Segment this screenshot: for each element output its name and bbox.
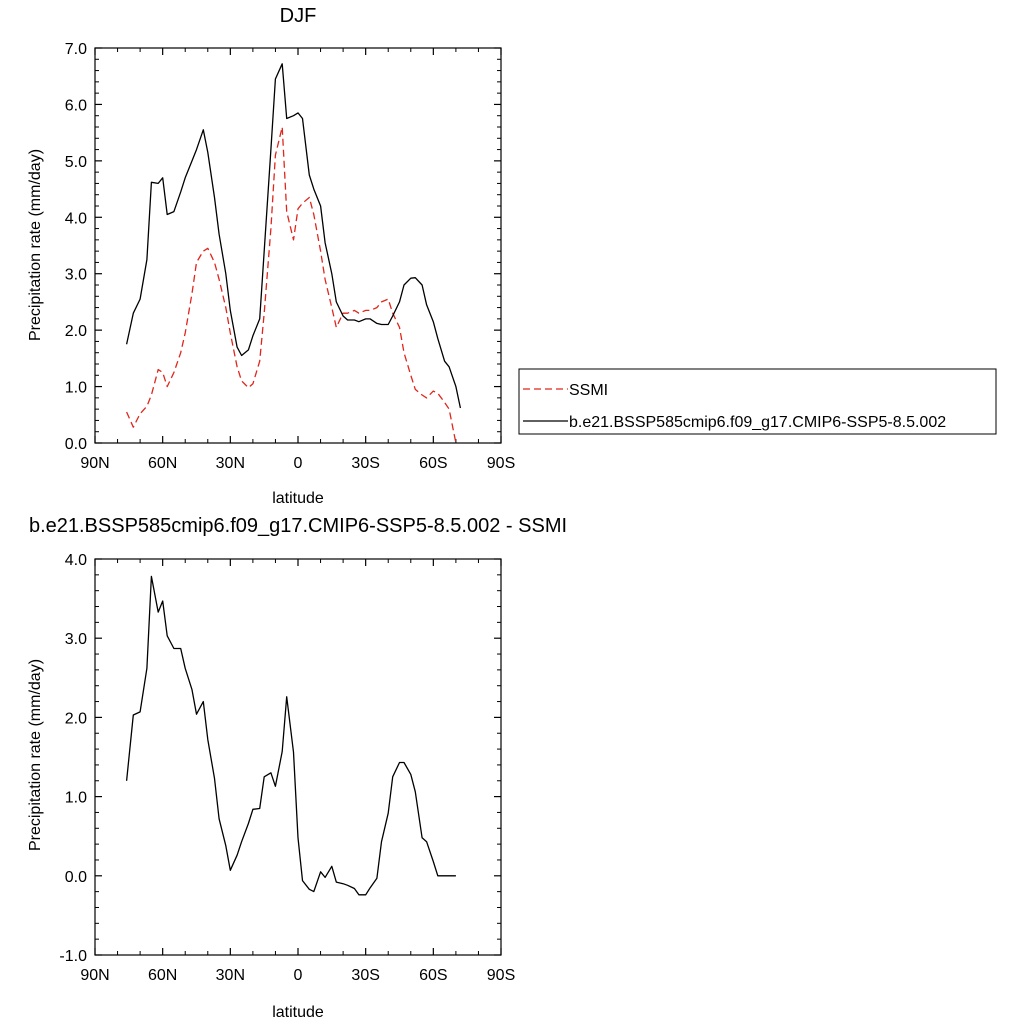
bottom-x-tick-label: 90S bbox=[487, 967, 515, 984]
top-y-tick-label: 6.0 bbox=[65, 97, 87, 114]
top-y-tick-label: 2.0 bbox=[65, 323, 87, 340]
bottom-y-tick-label: 2.0 bbox=[65, 710, 87, 727]
top-axes: 0.0 1.0 2.0 3.0 4.0 5.0 6.0 7.0 90N 60N 30N 0 30S 60S… bbox=[65, 41, 515, 472]
top-y-axis-label: Precipitation rate (mm/day) bbox=[27, 149, 44, 341]
bottom-chart: b.e21.BSSP585cmip6.f09_g17.CMIP6-SSP5-8.… bbox=[27, 515, 567, 1021]
top-x-tick-label: 90N bbox=[80, 455, 109, 472]
top-chart: DJF Precipitation rate (mm/day) latitude… bbox=[27, 5, 515, 507]
top-series-line-model bbox=[125, 63, 462, 409]
bottom-axes: -1.0 0.0 1.0 2.0 3.0 4.0 90N 60N 30N 0 30S 60S 90S bbox=[59, 552, 515, 984]
top-y-tick-label: 0.0 bbox=[65, 436, 87, 453]
top-x-tick-label: 60S bbox=[419, 455, 447, 472]
bottom-y-tick-label: 0.0 bbox=[65, 869, 87, 886]
top-series-line-ssmi bbox=[126, 126, 457, 444]
bottom-x-axis-label: latitude bbox=[272, 1004, 324, 1021]
top-y-tick-label: 7.0 bbox=[65, 41, 87, 58]
top-x-tick-label: 60N bbox=[148, 455, 177, 472]
bottom-y-tick-label: 1.0 bbox=[65, 790, 87, 807]
bottom-x-tick-label: 60N bbox=[148, 967, 177, 984]
legend-box bbox=[518, 368, 997, 435]
bottom-y-axis-label: Precipitation rate (mm/day) bbox=[27, 659, 44, 851]
top-plot-lines bbox=[125, 63, 462, 444]
top-chart-title: DJF bbox=[280, 5, 317, 27]
bottom-y-tick-label: 4.0 bbox=[65, 552, 87, 569]
bottom-plot-lines bbox=[125, 575, 456, 896]
bottom-chart-title: b.e21.BSSP585cmip6.f09_g17.CMIP6-SSP5-8.… bbox=[29, 515, 567, 537]
legend: SSMI b.e21.BSSP585cmip6.f09_g17.CMIP6-SS… bbox=[518, 368, 997, 435]
top-x-tick-label: 0 bbox=[294, 455, 303, 472]
legend-ssmi-label: SSMI bbox=[569, 382, 608, 399]
legend-model-label: b.e21.BSSP585cmip6.f09_g17.CMIP6-SSP5-8.… bbox=[569, 414, 946, 431]
top-x-axis-label: latitude bbox=[272, 490, 324, 507]
top-x-tick-label: 30N bbox=[216, 455, 245, 472]
bottom-x-tick-label: 30S bbox=[351, 967, 379, 984]
bottom-x-tick-label: 0 bbox=[294, 967, 303, 984]
top-x-tick-label: 30S bbox=[351, 455, 379, 472]
bottom-x-tick-label: 90N bbox=[80, 967, 109, 984]
top-y-tick-label: 5.0 bbox=[65, 154, 87, 171]
bottom-y-tick-label: 3.0 bbox=[65, 631, 87, 648]
bottom-x-tick-label: 30N bbox=[216, 967, 245, 984]
bottom-series-line-difference bbox=[125, 575, 456, 896]
bottom-y-tick-label: -1.0 bbox=[59, 948, 87, 965]
top-y-tick-label: 4.0 bbox=[65, 210, 87, 227]
bottom-x-tick-label: 60S bbox=[419, 967, 447, 984]
top-x-tick-label: 90S bbox=[487, 455, 515, 472]
top-y-tick-label: 3.0 bbox=[65, 267, 87, 284]
bottom-plot-frame bbox=[94, 558, 502, 956]
top-plot-frame bbox=[94, 47, 502, 444]
top-y-tick-label: 1.0 bbox=[65, 380, 87, 397]
